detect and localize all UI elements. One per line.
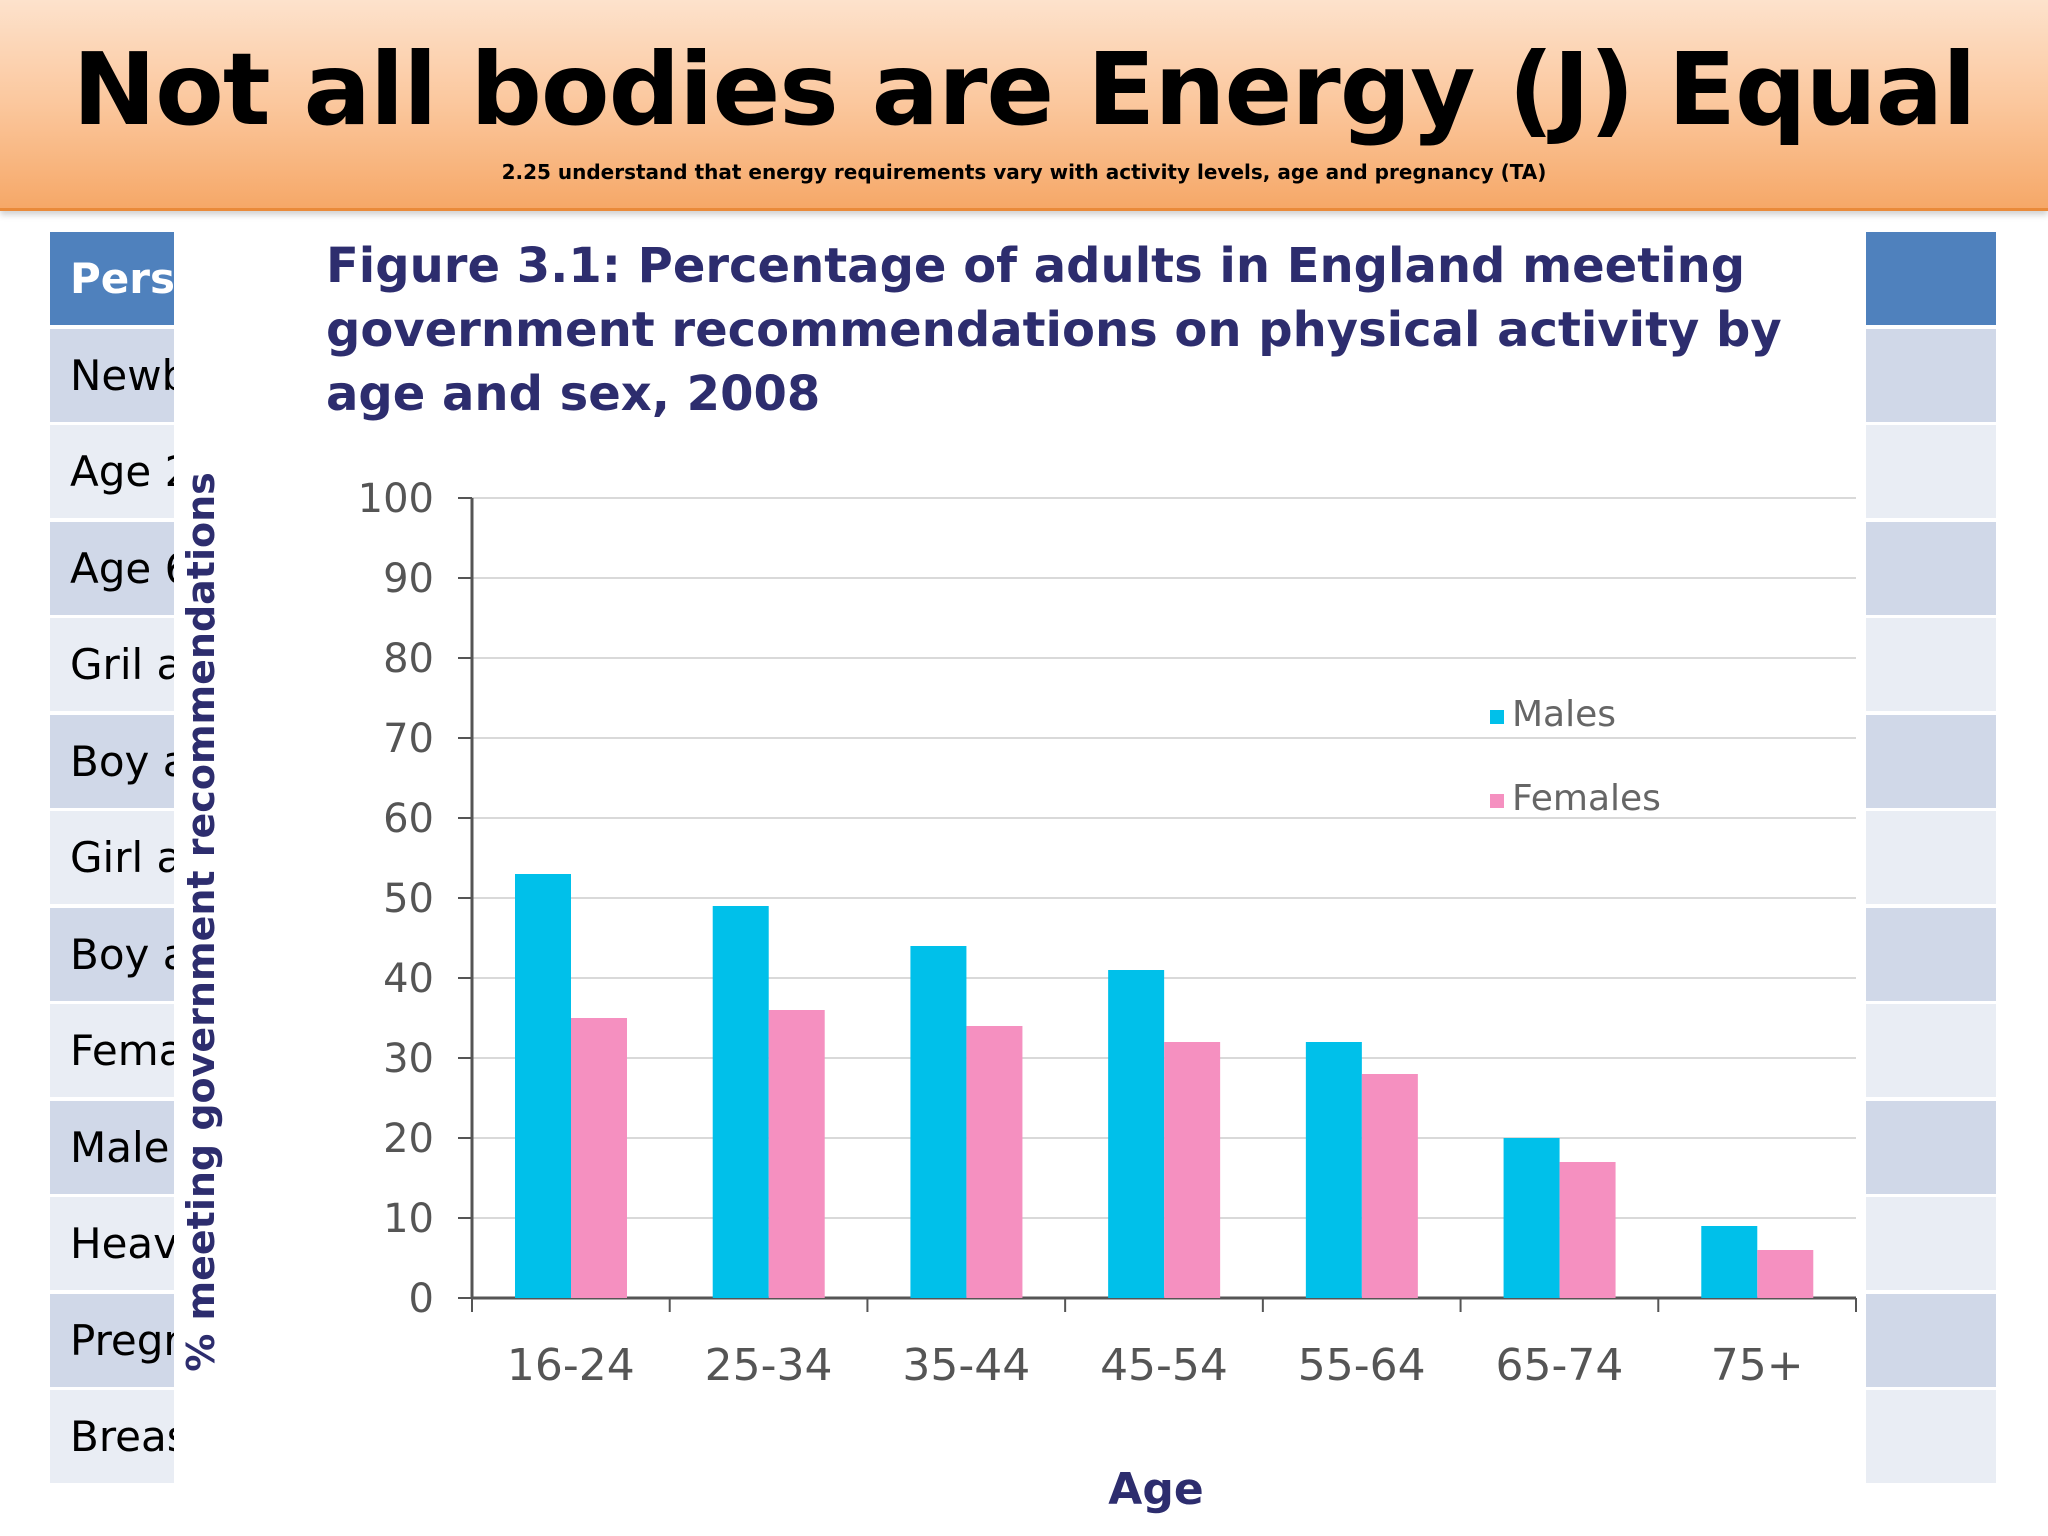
y-axis-title: % meeting government recommendations: [179, 472, 223, 1372]
bar-females: [768, 1010, 825, 1298]
x-tick-label: 55-64: [1298, 1340, 1426, 1391]
table-row-label: Gril a: [70, 640, 183, 689]
legend-label-females: Females: [1512, 778, 1661, 819]
bar-males: [910, 946, 967, 1298]
legend-swatch-females: [1490, 794, 1504, 808]
bar-females: [966, 1026, 1023, 1298]
bar-females: [1757, 1250, 1814, 1298]
bar-females: [571, 1018, 627, 1298]
table-row-label: Boy a: [70, 736, 189, 786]
table-row-label: Girl a: [70, 833, 183, 882]
bar-males: [1503, 1138, 1560, 1298]
legend-swatch-males: [1490, 710, 1504, 724]
slide-subtitle: 2.25 understand that energy requirements…: [501, 160, 1547, 184]
bar-females: [1559, 1162, 1616, 1298]
y-tick-label: 100: [358, 476, 434, 522]
x-tick-label: 35-44: [902, 1340, 1030, 1391]
x-tick-label: 25-34: [705, 1340, 833, 1391]
y-tick-label: 90: [383, 556, 434, 602]
x-tick-label: 45-54: [1100, 1340, 1228, 1391]
y-tick-label: 60: [383, 796, 434, 842]
table-row-label: Boy a: [70, 929, 189, 979]
bar-females: [1164, 1042, 1221, 1298]
bar-males: [712, 906, 769, 1298]
x-tick-label: 75+: [1711, 1340, 1804, 1391]
chart-title: Figure 3.1: Percentage of adults in Engl…: [326, 238, 1782, 422]
table-row-label: Age 6: [70, 543, 192, 593]
y-tick-label: 80: [383, 636, 434, 682]
slide-title: Not all bodies are Energy (J) Equal: [72, 31, 1976, 148]
bar-males: [1108, 970, 1165, 1298]
x-tick-label: 16-24: [507, 1340, 635, 1391]
bar-males: [1305, 1042, 1362, 1298]
y-tick-label: 20: [383, 1116, 434, 1162]
bar-chart: 0 10 20 30 40 50 60 70 80 90 100 16-24 25-34 35-44 45-…: [179, 472, 1857, 1515]
table-row-label: Breas: [70, 1412, 189, 1461]
x-axis-title: Age: [1108, 1464, 1203, 1515]
y-tick-label: 30: [383, 1036, 434, 1082]
table-row-label: Age 2: [70, 447, 192, 496]
table-row-label: Heav: [70, 1219, 179, 1268]
title-banner: Not all bodies are Energy (J) Equal 2.25…: [0, 0, 2048, 211]
y-tick-label: 70: [383, 716, 434, 762]
legend-label-males: Males: [1512, 694, 1616, 735]
y-tick-label: 10: [383, 1196, 434, 1242]
table-row-label: Pregr: [70, 1315, 181, 1365]
table-row-label: Newb: [70, 350, 189, 400]
bar-males: [515, 874, 571, 1298]
bar-males: [1701, 1226, 1758, 1298]
chart-panel: 0 10 20 30 40 50 60 70 80 90 100 16-24 25-34 35-44 45-…: [174, 222, 1866, 1536]
y-tick-label: 40: [383, 956, 434, 1002]
y-tick-label: 0: [409, 1276, 434, 1322]
y-tick-label: 50: [383, 876, 434, 922]
bar-females: [1361, 1074, 1418, 1298]
x-tick-label: 65-74: [1495, 1340, 1623, 1391]
table-row-label: Fema: [70, 1026, 185, 1075]
table-row-label: Male: [70, 1122, 170, 1172]
